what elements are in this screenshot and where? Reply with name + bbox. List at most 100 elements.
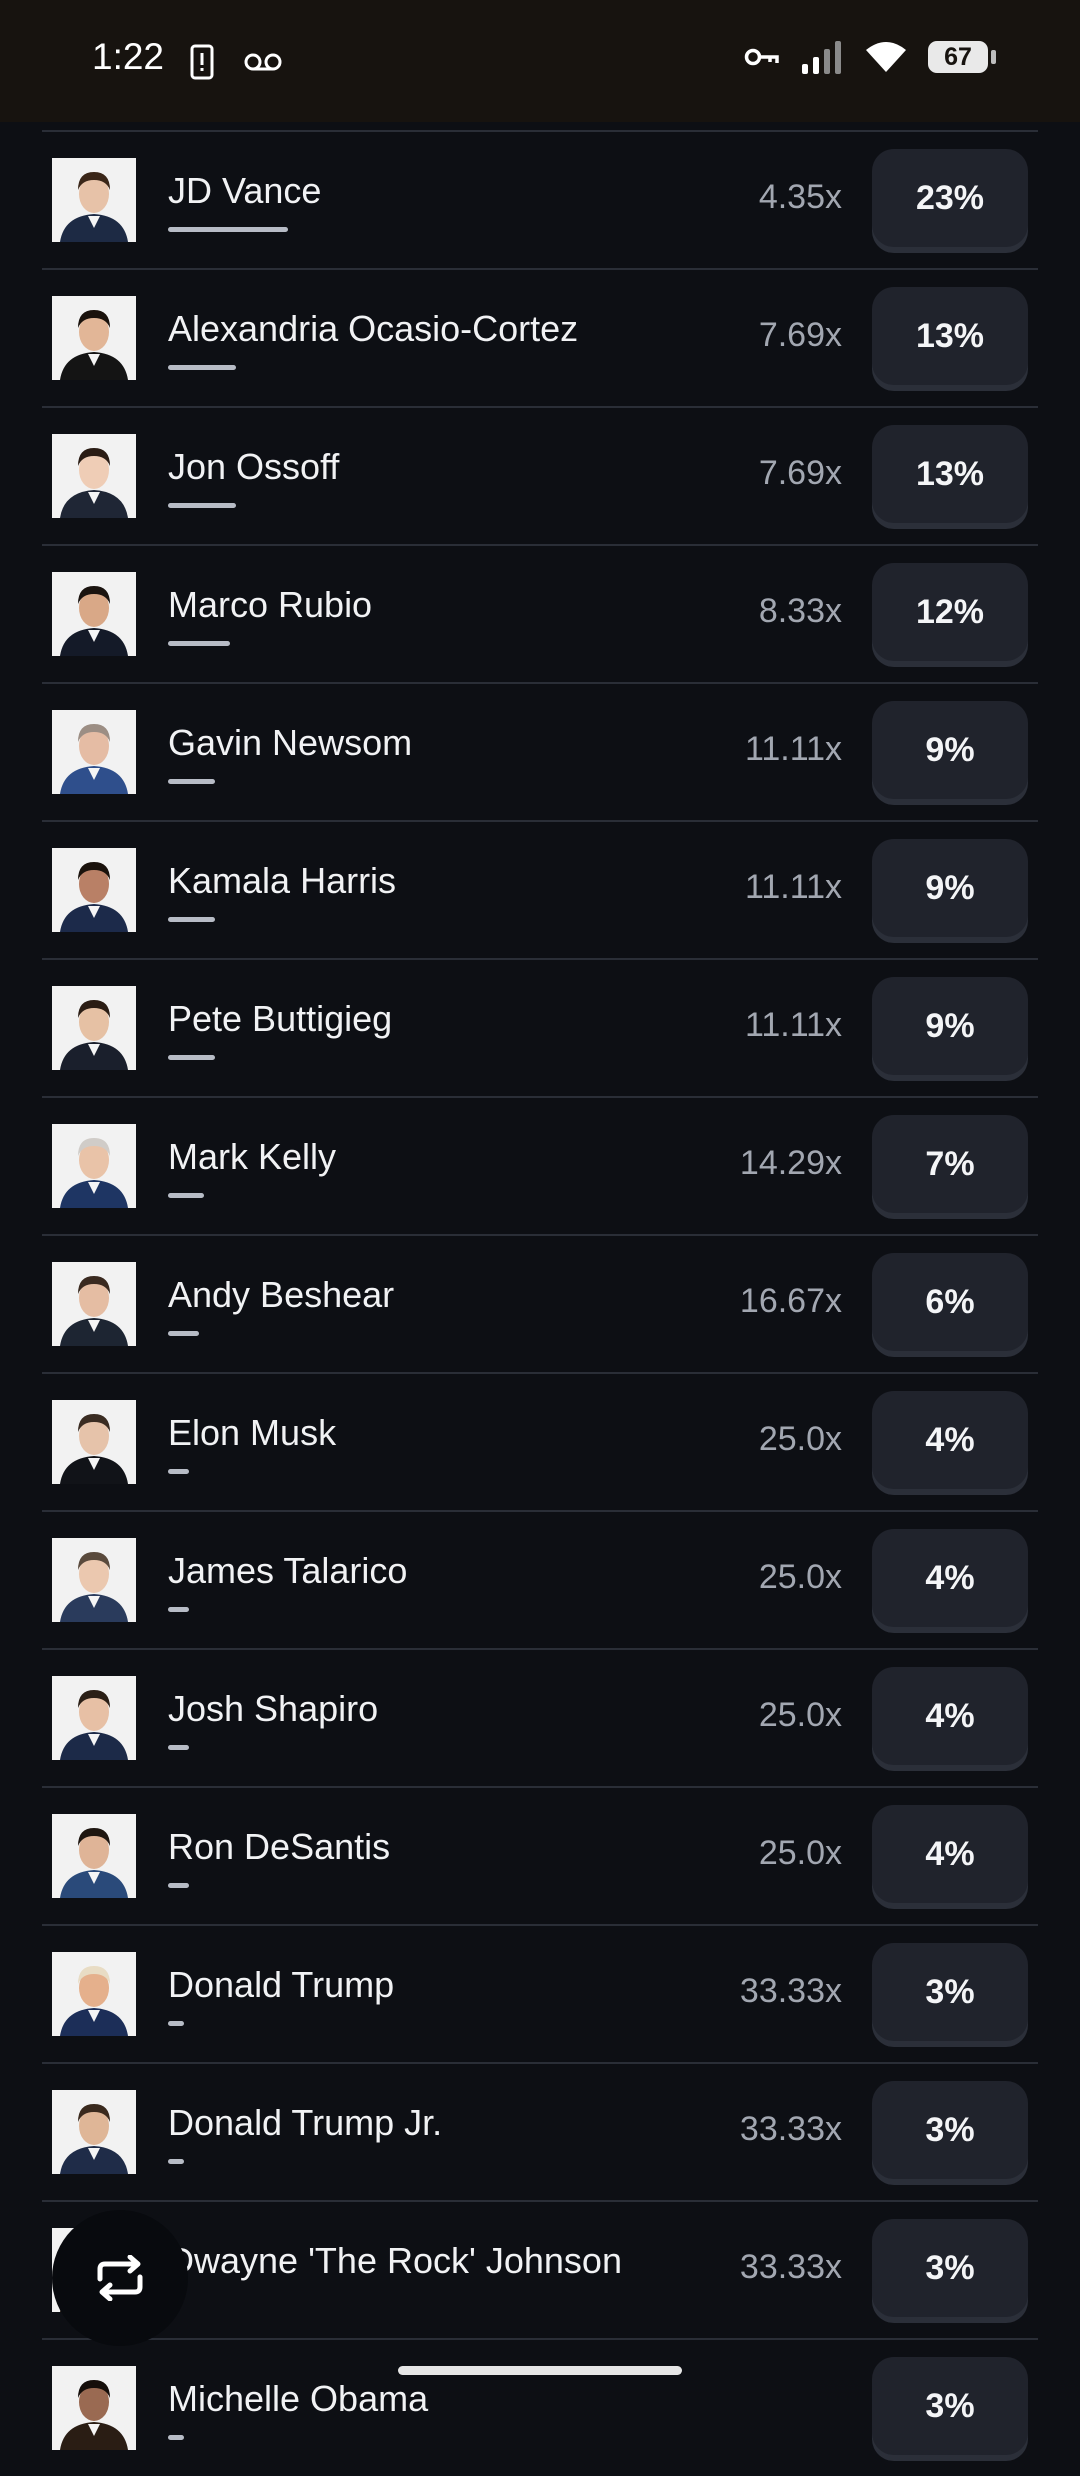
repeat-icon [97, 2255, 143, 2301]
odds-button[interactable]: 3% [872, 2219, 1028, 2317]
candidate-row[interactable]: Michelle Obama 3% [42, 2338, 1038, 2476]
payout-multiplier: 14.29x [739, 1144, 842, 1182]
candidate-name: Donald Trump [168, 1964, 395, 2005]
candidate-row[interactable]: JD Vance 4.35x 23% [42, 130, 1038, 268]
odds-button[interactable]: 12% [872, 563, 1028, 661]
odds-button[interactable]: 4% [872, 1667, 1028, 1765]
share-bar [168, 641, 230, 646]
candidate-name: JD Vance [168, 170, 322, 211]
candidate-row[interactable]: Mark Kelly 14.29x 7% [42, 1096, 1038, 1234]
candidate-name: Jon Ossoff [168, 446, 340, 487]
candidate-avatar [52, 848, 136, 932]
signal-icon [802, 41, 841, 74]
odds-button[interactable]: 3% [872, 2357, 1028, 2455]
candidate-avatar [52, 1124, 136, 1208]
payout-multiplier: 4.35x [758, 178, 842, 216]
payout-multiplier: 16.67x [739, 1282, 842, 1320]
candidate-row[interactable]: Pete Buttigieg 11.11x 9% [42, 958, 1038, 1096]
candidate-avatar [52, 1400, 136, 1484]
odds-button[interactable]: 4% [872, 1391, 1028, 1489]
share-bar [168, 503, 236, 508]
candidate-avatar [52, 986, 136, 1070]
odds-button[interactable]: 3% [872, 2081, 1028, 2179]
candidate-list: JD Vance 4.35x 23% Alexandria Ocasio-Cortez… [42, 130, 1038, 2476]
odds-button[interactable]: 3% [872, 1943, 1028, 2041]
share-bar [168, 1469, 189, 1474]
payout-multiplier: 33.33x [739, 2110, 842, 2148]
candidate-avatar [52, 1952, 136, 2036]
odds-button[interactable]: 9% [872, 977, 1028, 1075]
odds-button[interactable]: 7% [872, 1115, 1028, 1213]
candidate-name: Marco Rubio [168, 584, 373, 625]
repeat-button[interactable] [52, 2210, 188, 2346]
candidate-row[interactable]: Donald Trump Jr. 33.33x 3% [42, 2062, 1038, 2200]
share-bar [168, 1745, 189, 1750]
candidate-row[interactable]: Kamala Harris 11.11x 9% [42, 820, 1038, 958]
payout-multiplier: 11.11x [744, 730, 842, 768]
candidate-name: Ron DeSantis [168, 1826, 391, 1867]
candidate-avatar [52, 296, 136, 380]
sim-alert-icon [190, 44, 214, 80]
share-bar [168, 2021, 184, 2026]
odds-button[interactable]: 6% [872, 1253, 1028, 1351]
candidate-row[interactable]: Andy Beshear 16.67x 6% [42, 1234, 1038, 1372]
payout-multiplier: 7.69x [758, 454, 842, 492]
candidate-row[interactable]: Josh Shapiro 25.0x 4% [42, 1648, 1038, 1786]
candidate-name: Mark Kelly [168, 1136, 337, 1177]
candidate-avatar [52, 2090, 136, 2174]
share-bar [168, 1055, 215, 1060]
share-bar [168, 1331, 199, 1336]
vpn-key-icon [744, 48, 779, 66]
odds-button[interactable]: 9% [872, 839, 1028, 937]
odds-button[interactable]: 13% [872, 287, 1028, 385]
odds-button[interactable]: 4% [872, 1805, 1028, 1903]
voicemail-icon [244, 53, 282, 71]
candidate-row[interactable]: Dwayne 'The Rock' Johnson 33.33x 3% [42, 2200, 1038, 2338]
share-bar [168, 1883, 189, 1888]
candidate-name: Alexandria Ocasio-Cortez [168, 308, 579, 349]
odds-button[interactable]: 13% [872, 425, 1028, 523]
payout-multiplier: 25.0x [758, 1834, 842, 1872]
candidate-row[interactable]: Elon Musk 25.0x 4% [42, 1372, 1038, 1510]
candidate-row[interactable]: James Talarico 25.0x 4% [42, 1510, 1038, 1648]
payout-multiplier: 25.0x [758, 1696, 842, 1734]
share-bar [168, 2159, 184, 2164]
candidate-row[interactable]: Marco Rubio 8.33x 12% [42, 544, 1038, 682]
candidate-row[interactable]: Jon Ossoff 7.69x 13% [42, 406, 1038, 544]
candidate-name: Josh Shapiro [168, 1688, 379, 1729]
candidate-avatar [52, 158, 136, 242]
payout-multiplier: 8.33x [758, 592, 842, 630]
payout-multiplier: 11.11x [744, 868, 842, 906]
share-bar [168, 2435, 184, 2440]
status-time: 1:22 [92, 36, 165, 77]
payout-multiplier: 25.0x [758, 1420, 842, 1458]
candidate-name: Gavin Newsom [168, 722, 413, 763]
candidate-avatar [52, 434, 136, 518]
candidate-name: Kamala Harris [168, 860, 397, 901]
candidate-avatar [52, 1538, 136, 1622]
home-indicator[interactable] [398, 2366, 682, 2375]
payout-multiplier: 33.33x [739, 2248, 842, 2286]
candidate-name: Michelle Obama [168, 2378, 429, 2419]
odds-button[interactable]: 23% [872, 149, 1028, 247]
share-bar [168, 779, 215, 784]
candidate-row[interactable]: Gavin Newsom 11.11x 9% [42, 682, 1038, 820]
payout-multiplier: 7.69x [758, 316, 842, 354]
candidate-avatar [52, 1814, 136, 1898]
candidate-avatar [52, 1262, 136, 1346]
candidate-row[interactable]: Ron DeSantis 25.0x 4% [42, 1786, 1038, 1924]
battery-icon: 67 [928, 41, 996, 73]
candidate-name: Andy Beshear [168, 1274, 395, 1315]
candidate-name: Dwayne 'The Rock' Johnson [168, 2240, 622, 2281]
candidate-name: Elon Musk [168, 1412, 337, 1453]
payout-multiplier: 11.11x [744, 1006, 842, 1044]
status-bar: 1:22 67 [0, 0, 1080, 122]
candidate-name: James Talarico [168, 1550, 408, 1591]
odds-button[interactable]: 4% [872, 1529, 1028, 1627]
candidate-row[interactable]: Alexandria Ocasio-Cortez 7.69x 13% [42, 268, 1038, 406]
candidate-avatar [52, 1676, 136, 1760]
odds-button[interactable]: 9% [872, 701, 1028, 799]
candidate-row[interactable]: Donald Trump 33.33x 3% [42, 1924, 1038, 2062]
share-bar [168, 365, 236, 370]
battery-level: 67 [944, 42, 972, 71]
